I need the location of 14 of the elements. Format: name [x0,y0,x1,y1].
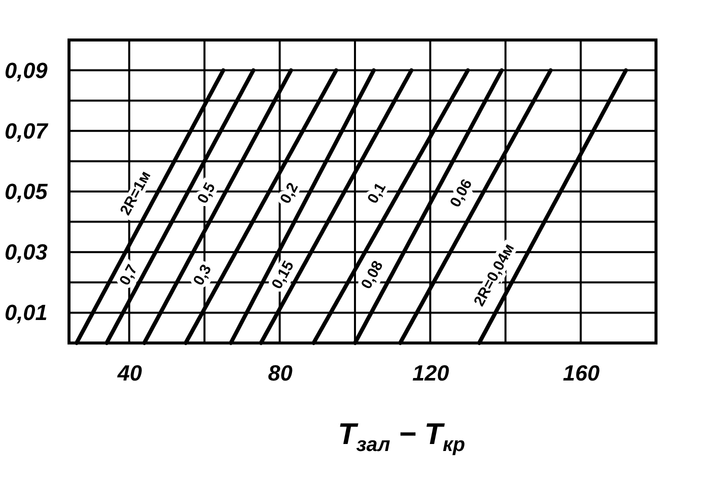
x-tick-label: 160 [562,360,600,386]
y-tick-label: 0,03 [4,240,48,265]
text: 0,2 [277,180,302,206]
x-tick-label: 120 [412,360,450,386]
y-tick-label: 0,05 [4,179,48,204]
y-tick-label: 0,01 [4,300,48,326]
y-tick-label: 0,07 [4,118,50,144]
text: 0,1 [364,180,390,207]
x-tick-label: 80 [268,360,294,386]
x-axis-title: T$_{зал}$ − T$_{кр}$ [336,418,466,457]
text: 0,06 [446,176,476,210]
text: 0,08 [358,258,387,292]
y-tick-label: 0,09 [4,58,48,83]
x-tick-label: 40 [116,360,143,386]
